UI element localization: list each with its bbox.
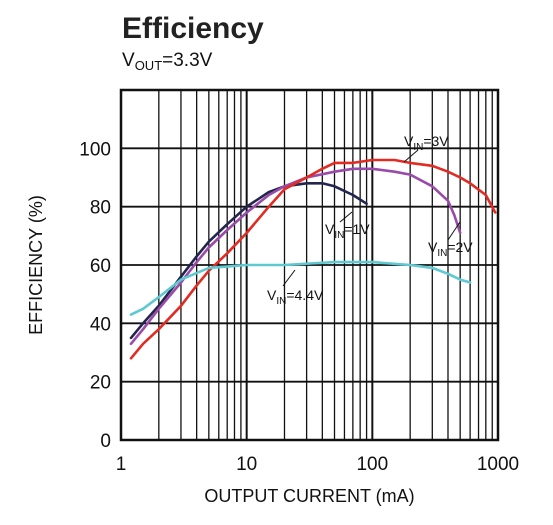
x-tick-label: 100: [356, 454, 388, 475]
series-label-3: VIN=4.4V: [267, 287, 324, 307]
series-line-0: [129, 182, 368, 340]
series-label-2: VIN=3V: [404, 133, 449, 153]
series-label-suffix: =2V: [447, 239, 473, 255]
chart-title: Efficiency: [122, 12, 264, 45]
y-tick-label: 100: [79, 139, 111, 160]
series-label-prefix: V: [325, 221, 335, 237]
y-tick-label: 0: [100, 431, 111, 452]
series-label-prefix: V: [404, 133, 414, 149]
x-tick-label: 10: [236, 454, 257, 475]
series-label-subscript: IN: [334, 230, 344, 241]
series-label-prefix: V: [428, 239, 438, 255]
series-line-2: [129, 158, 497, 360]
series-label-leader-3: [282, 269, 296, 287]
series-label-subscript: IN: [413, 142, 423, 153]
subtitle-prefix: V: [122, 50, 135, 71]
y-tick-label: 20: [90, 373, 111, 394]
series-label-prefix: V: [267, 287, 277, 303]
subtitle-suffix: =3.3V: [162, 50, 213, 71]
series-label-subscript: IN: [437, 248, 447, 259]
series-line-3: [129, 260, 472, 316]
series-label-leader-1: [447, 221, 461, 241]
x-tick-label: 1000: [477, 454, 519, 475]
chart-subtitle: VOUT=3.3V: [122, 50, 212, 73]
series-label-suffix: =1V: [344, 221, 370, 237]
series-label-suffix: =4.4V: [286, 287, 324, 303]
series-label-suffix: =3V: [423, 133, 449, 149]
series-label-leader-2: [403, 149, 419, 163]
series-label-subscript: IN: [276, 296, 286, 307]
series-label-0: VIN=1V: [325, 221, 370, 241]
series-label-1: VIN=2V: [428, 239, 473, 259]
plot-frame: [119, 88, 500, 442]
y-axis-label: EFFICIENCY (%): [26, 195, 46, 335]
y-tick-label: 80: [90, 198, 111, 219]
x-axis-label: OUTPUT CURRENT (mA): [204, 486, 414, 506]
subtitle-subscript: OUT: [134, 58, 163, 73]
y-tick-label: 60: [90, 256, 111, 277]
y-tick-label: 40: [90, 314, 111, 335]
series-label-leader-0: [339, 211, 353, 223]
x-tick-label: 1: [116, 454, 127, 475]
